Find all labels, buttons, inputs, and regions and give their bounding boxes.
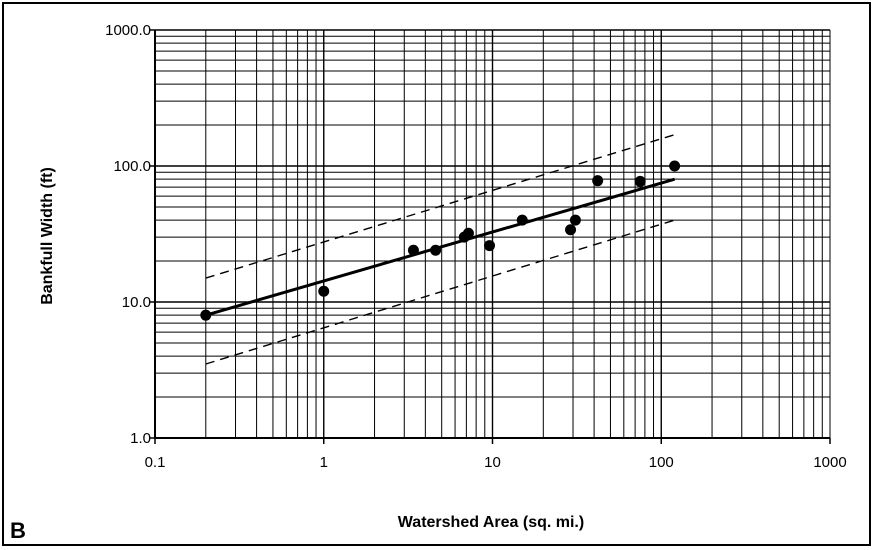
y-tick-label: 1000.0: [105, 22, 151, 39]
tick-labels: 0.1 1 10 100 1000 1.0 10.0 100.0 1000.0: [105, 22, 847, 471]
data-point: [407, 244, 419, 256]
trend-lines: [205, 133, 676, 365]
x-tick-label: 1000: [813, 454, 846, 471]
grid: [154, 29, 831, 439]
y-axis-title: Bankfull Width (ft): [39, 167, 56, 305]
data-point: [462, 227, 474, 239]
upper-bound-line: [205, 133, 675, 279]
data-point: [430, 244, 442, 256]
y-tick-label: 10.0: [122, 294, 151, 311]
regression-line: [205, 177, 676, 317]
x-tick-label: 0.1: [145, 454, 166, 471]
data-point: [516, 214, 528, 226]
x-tick-label: 100: [649, 454, 674, 471]
data-point: [569, 214, 581, 226]
x-tick-label: 10: [484, 454, 501, 471]
x-tick-label: 1: [320, 454, 328, 471]
lower-bound-line: [205, 219, 675, 365]
data-point: [565, 224, 577, 236]
y-tick-label: 100.0: [113, 158, 151, 175]
data-point: [592, 175, 604, 187]
y-tick-label: 1.0: [130, 430, 151, 447]
data-point: [669, 160, 681, 172]
data-point: [484, 240, 496, 252]
data-points: [200, 160, 681, 321]
data-point: [318, 285, 330, 297]
panel-label: B: [10, 518, 26, 543]
x-axis-title: Watershed Area (sq. mi.): [398, 514, 584, 531]
axes: [149, 29, 831, 444]
data-point: [634, 175, 646, 187]
data-point: [200, 309, 212, 321]
